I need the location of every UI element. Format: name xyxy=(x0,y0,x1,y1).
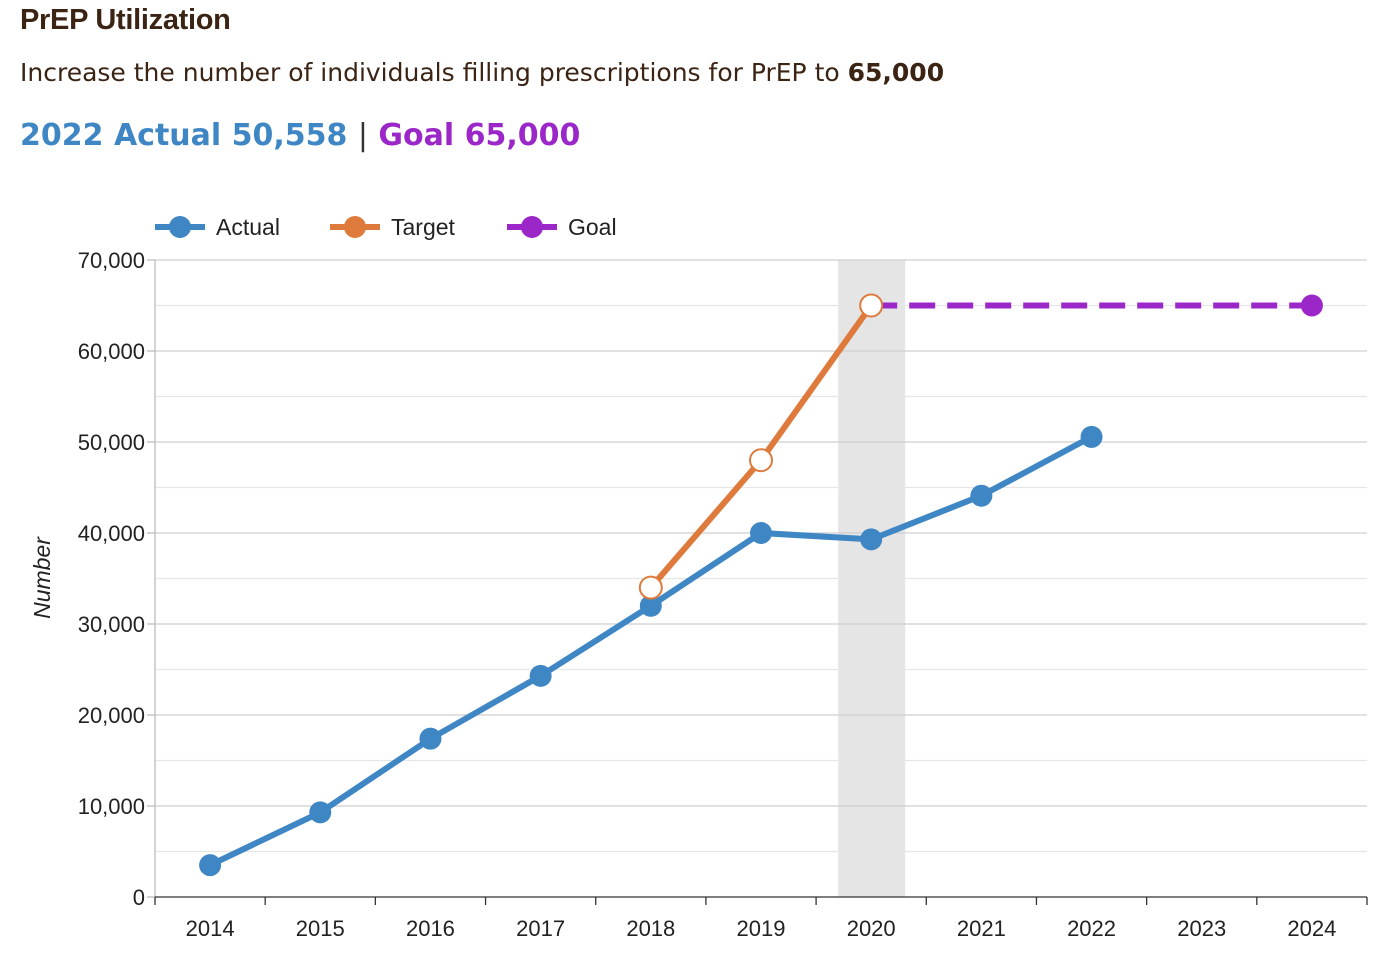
actual-point xyxy=(1080,425,1103,448)
goal-summary: Goal 65,000 xyxy=(378,118,581,153)
x-tick-label: 2017 xyxy=(516,916,565,941)
y-tick-label: 0 xyxy=(133,885,145,910)
target-point xyxy=(638,575,663,600)
target-series-line xyxy=(648,303,874,590)
legend: Actual Target Goal xyxy=(155,214,617,240)
legend-swatch-marker xyxy=(169,216,191,238)
y-tick-label: 50,000 xyxy=(78,430,145,455)
x-tick-label: 2022 xyxy=(1067,916,1116,941)
legend-label: Goal xyxy=(568,214,617,240)
actual-point xyxy=(529,664,552,687)
legend-item-actual: Actual xyxy=(155,214,280,240)
actual-point xyxy=(970,484,993,507)
summary-separator: | xyxy=(357,118,368,153)
x-tick-label: 2021 xyxy=(957,916,1006,941)
x-tick-label: 2016 xyxy=(406,916,455,941)
summary-line: 2022 Actual 50,558 | Goal 65,000 xyxy=(20,118,580,153)
actual-point xyxy=(750,522,772,544)
subtitle-text: Increase the number of individuals filli… xyxy=(20,58,848,87)
x-tick-label: 2015 xyxy=(296,916,345,941)
target-point xyxy=(749,448,773,473)
y-tick-label: 70,000 xyxy=(78,248,145,273)
y-axis-label: Number xyxy=(29,536,55,619)
y-tick-label: 10,000 xyxy=(78,794,145,819)
legend-item-target: Target xyxy=(330,214,456,240)
page-title: PrEP Utilization xyxy=(20,4,231,36)
legend-swatch-marker xyxy=(344,216,366,238)
x-tick-label: 2019 xyxy=(737,916,786,941)
actual-point xyxy=(199,854,222,877)
actual-point xyxy=(860,528,883,551)
x-tick-label: 2018 xyxy=(626,916,675,941)
x-tick-label: 2014 xyxy=(186,916,235,941)
legend-label: Target xyxy=(391,214,456,240)
actual-point xyxy=(309,801,332,824)
subtitle-goal-value: 65,000 xyxy=(847,58,945,87)
series-lines xyxy=(208,302,1312,868)
axes: 0 10,000 20,000 30,000 40,000 50,000 60,000 70,… xyxy=(78,248,1368,941)
actual-point xyxy=(639,594,662,617)
gridlines xyxy=(155,259,1367,853)
legend-label: Actual xyxy=(216,214,280,240)
goal-point xyxy=(1300,294,1323,317)
actual-summary: 2022 Actual 50,558 xyxy=(20,118,348,153)
actual-series-line xyxy=(208,434,1093,868)
x-tick-label: 2024 xyxy=(1287,916,1336,941)
target-point xyxy=(859,293,884,318)
legend-item-goal: Goal xyxy=(507,214,617,240)
x-tick-label: 2020 xyxy=(847,916,896,941)
y-tick-label: 20,000 xyxy=(78,703,145,728)
y-tick-label: 30,000 xyxy=(78,612,145,637)
subtitle: Increase the number of individuals filli… xyxy=(20,58,944,87)
actual-point xyxy=(419,727,442,750)
x-tick-label: 2023 xyxy=(1177,916,1226,941)
y-tick-label: 40,000 xyxy=(78,521,145,546)
y-tick-label: 60,000 xyxy=(78,339,145,364)
legend-swatch-marker xyxy=(521,216,543,238)
series-points xyxy=(199,293,1323,877)
